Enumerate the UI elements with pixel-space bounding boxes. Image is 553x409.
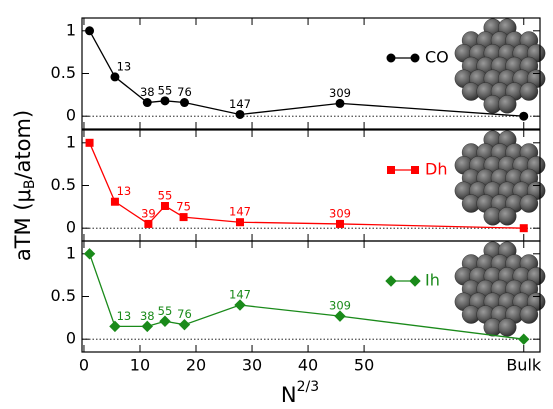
point — [110, 197, 119, 206]
legend-label: Dh — [425, 160, 447, 179]
x-tick-label: 0 — [79, 356, 89, 375]
point-label: 309 — [329, 299, 351, 313]
point — [386, 53, 396, 63]
y-tick-label: 0.5 — [51, 63, 76, 82]
x-axis-label: N2/3 — [281, 379, 319, 407]
point — [235, 109, 245, 119]
x-label-main: N — [281, 383, 297, 407]
point-label: 75 — [176, 200, 191, 214]
point — [234, 299, 246, 311]
y-tick-label: 0 — [66, 218, 76, 237]
atom — [519, 194, 539, 213]
point — [178, 318, 191, 331]
point — [387, 166, 395, 174]
point — [109, 320, 121, 333]
point-label: 55 — [158, 304, 173, 318]
point — [142, 98, 152, 108]
cluster-image — [454, 18, 546, 114]
point — [235, 218, 244, 227]
point — [85, 138, 94, 147]
x-tick-label: 10 — [130, 356, 150, 375]
series-line — [88, 30, 524, 117]
point — [335, 219, 344, 228]
point — [160, 201, 169, 210]
point-label: 55 — [158, 83, 173, 97]
atom — [498, 95, 517, 114]
point-label: 309 — [329, 206, 351, 220]
point-label: 13 — [117, 59, 132, 73]
legend-label: CO — [425, 48, 449, 67]
point-label: 13 — [117, 309, 132, 323]
y-tick-label: 0 — [66, 329, 76, 348]
x-tick-label: Bulk — [506, 356, 542, 375]
y-label-end: /atom) — [11, 110, 35, 180]
point — [335, 98, 345, 108]
point — [411, 166, 419, 174]
y-tick-label: 1 — [66, 20, 76, 39]
x-label-sup: 2/3 — [297, 379, 320, 395]
legend-label: Ih — [425, 271, 440, 290]
x-tick-label: 50 — [354, 356, 374, 375]
point — [179, 213, 188, 222]
y-axis-label: aTM (μB/atom) — [11, 110, 38, 261]
point-label: 147 — [229, 205, 251, 219]
point-label: 13 — [117, 184, 132, 198]
y-label-main: aTM (μ — [11, 189, 35, 261]
point — [334, 310, 346, 322]
point — [85, 26, 95, 36]
point — [83, 248, 96, 260]
point — [179, 98, 189, 108]
cluster-image — [454, 241, 546, 337]
point — [519, 224, 528, 233]
point-label: 76 — [177, 307, 192, 321]
point — [110, 72, 120, 82]
point-label: 38 — [140, 85, 155, 99]
y-tick-label: 1 — [66, 132, 76, 151]
point-label: 147 — [229, 97, 251, 111]
atom — [519, 305, 539, 324]
atom — [519, 82, 539, 101]
point-label: 39 — [141, 206, 156, 220]
x-tick-label: 20 — [186, 356, 206, 375]
point — [160, 96, 170, 106]
cluster-image — [454, 130, 546, 226]
point-label: 38 — [140, 309, 155, 323]
y-tick-label: 1 — [66, 243, 76, 262]
y-tick-label: 0 — [66, 106, 76, 125]
point — [409, 275, 421, 287]
point — [144, 219, 153, 228]
x-tick-label: 40 — [298, 356, 318, 375]
point-label: 76 — [177, 85, 192, 99]
point — [385, 275, 397, 287]
atom — [498, 318, 517, 337]
point — [518, 333, 530, 345]
point — [159, 315, 171, 327]
y-tick-label: 0.5 — [51, 175, 76, 194]
series-line — [88, 142, 524, 229]
y-label-sub: B — [22, 180, 38, 190]
point — [519, 111, 529, 121]
point-label: 309 — [329, 86, 351, 100]
y-tick-label: 0.5 — [51, 286, 76, 305]
point — [410, 53, 420, 63]
x-tick-label: 30 — [242, 356, 262, 375]
point-label: 147 — [229, 288, 251, 302]
atom — [498, 207, 517, 226]
point — [141, 320, 153, 333]
point-label: 55 — [158, 188, 173, 202]
